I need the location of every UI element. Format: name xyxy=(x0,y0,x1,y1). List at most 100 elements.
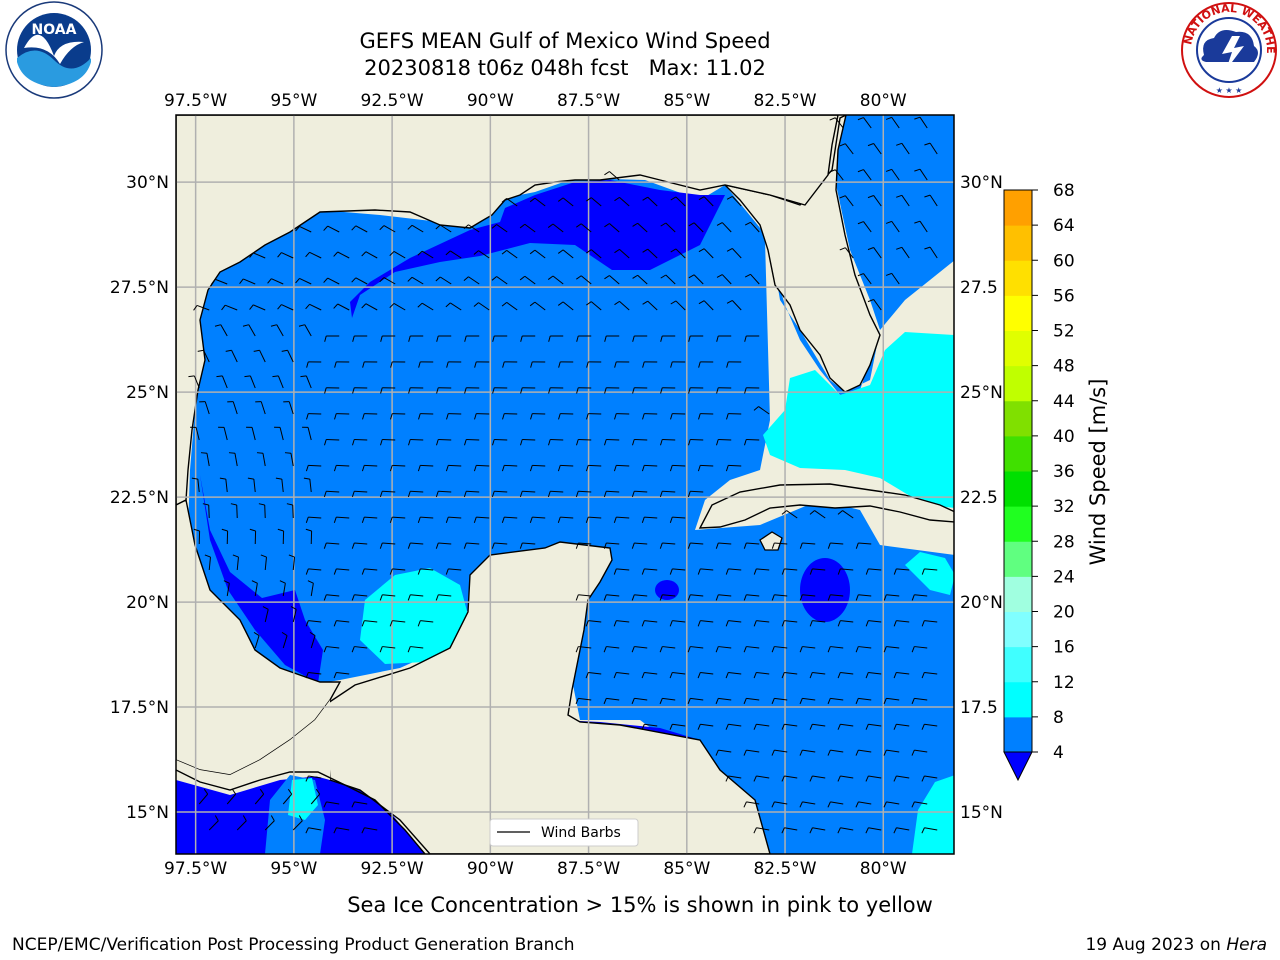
wind-barb xyxy=(305,827,322,834)
wind-barb xyxy=(333,620,350,627)
wind-barb xyxy=(491,490,508,498)
wind-barb xyxy=(725,620,742,627)
wind-barb xyxy=(799,594,816,601)
wind-barb xyxy=(254,788,265,805)
wind-barb xyxy=(827,542,844,549)
lat-tick-right-label: 20°N xyxy=(960,593,1003,613)
wind-barb xyxy=(603,490,620,498)
wind-barb xyxy=(641,671,658,679)
wind-barb xyxy=(893,775,910,782)
wind-barb xyxy=(501,464,518,472)
wind-barb xyxy=(688,274,704,285)
wind-barb xyxy=(921,620,938,627)
wind-barb xyxy=(632,274,648,285)
land-yucatan xyxy=(324,541,771,854)
wind-barb xyxy=(208,815,219,831)
wind-barb xyxy=(352,335,368,342)
wind-barb xyxy=(642,248,658,259)
wind-barb xyxy=(491,276,508,285)
wind-barb xyxy=(474,361,490,368)
wind-barb xyxy=(857,169,872,181)
wind-barb xyxy=(576,275,592,285)
wind-barb xyxy=(855,749,872,756)
wind-barb xyxy=(604,387,620,394)
wind-barb xyxy=(417,250,434,259)
wind-barb xyxy=(351,490,368,498)
wind-barb xyxy=(865,671,882,679)
wind-barb xyxy=(445,250,462,259)
wind-barb xyxy=(435,224,452,233)
wind-barb xyxy=(473,464,490,472)
wind-barb xyxy=(726,413,742,420)
wind-barb xyxy=(885,168,900,181)
wind-barb xyxy=(249,252,266,259)
wind-barb xyxy=(896,142,910,155)
wind-barb xyxy=(464,387,480,394)
wind-barb xyxy=(827,697,844,705)
wind-barb xyxy=(249,528,257,545)
wind-barb xyxy=(753,723,770,730)
wind-barb xyxy=(380,387,396,394)
wind-barb xyxy=(232,554,239,571)
wind-barb xyxy=(361,568,378,575)
wind-barb xyxy=(659,646,676,653)
colorbar-tick-label: 12 xyxy=(1053,673,1075,693)
lat-tick-left-label: 17.5°N xyxy=(110,698,169,718)
wind-barb xyxy=(698,300,714,311)
wind-barb xyxy=(191,477,200,493)
wind-barb xyxy=(225,349,238,363)
colorbar-tick-label: 64 xyxy=(1053,216,1075,236)
lon-tick-top-label: 80°W xyxy=(860,91,907,111)
colorbar-tick-label: 48 xyxy=(1053,357,1075,377)
noaa-logo: NOAA xyxy=(5,1,103,99)
wind-barb xyxy=(687,697,704,705)
wind-barb xyxy=(660,222,676,233)
lon-tick-bottom-label: 92.5°W xyxy=(361,859,424,879)
wind-barb xyxy=(716,335,732,342)
colorbar-segment xyxy=(1004,225,1032,261)
wind-barb xyxy=(352,387,368,394)
wind-barb xyxy=(305,671,322,679)
colorbar-under-triangle xyxy=(1003,751,1033,782)
colorbar-tick-label: 36 xyxy=(1053,462,1075,482)
wind-barb xyxy=(614,413,630,420)
wind-barb xyxy=(417,620,434,627)
wind-barb xyxy=(247,477,256,493)
wind-barb xyxy=(576,335,592,342)
wind-barb xyxy=(914,220,928,233)
wind-barb xyxy=(659,439,676,446)
wind-barb xyxy=(547,223,564,233)
wind-barb xyxy=(865,568,882,575)
wind-barb xyxy=(893,568,910,575)
wind-barb xyxy=(418,413,434,420)
wind-barb xyxy=(614,361,630,368)
wind-barb xyxy=(218,426,228,441)
wind-barb xyxy=(893,620,910,627)
wind-barb xyxy=(491,224,508,233)
lat-tick-left-label: 20°N xyxy=(126,593,169,613)
wind-barb xyxy=(698,196,714,207)
wind-barb xyxy=(351,542,368,549)
wind-barb xyxy=(239,278,256,285)
wind-barb xyxy=(284,452,294,467)
wind-barb xyxy=(264,815,275,831)
wind-barb xyxy=(753,671,770,679)
wind-barb xyxy=(781,568,798,575)
wind-barb xyxy=(463,439,480,446)
wind-barb xyxy=(715,439,732,446)
wind-barb xyxy=(260,554,267,571)
wind-barb xyxy=(911,594,928,601)
wind-barb xyxy=(575,646,592,653)
wind-barb xyxy=(226,788,237,805)
low-wind-cell-cayman xyxy=(800,558,850,622)
wind-barb xyxy=(575,697,592,705)
colorbar-segment xyxy=(1004,260,1032,296)
wind-barb xyxy=(885,116,900,129)
colorbar-tick-label: 44 xyxy=(1053,392,1075,412)
wind-barb xyxy=(351,646,368,653)
wind-barb xyxy=(417,464,434,472)
lon-tick-top-label: 85°W xyxy=(663,91,710,111)
wind-barb xyxy=(324,387,340,394)
wind-barb xyxy=(585,620,602,627)
